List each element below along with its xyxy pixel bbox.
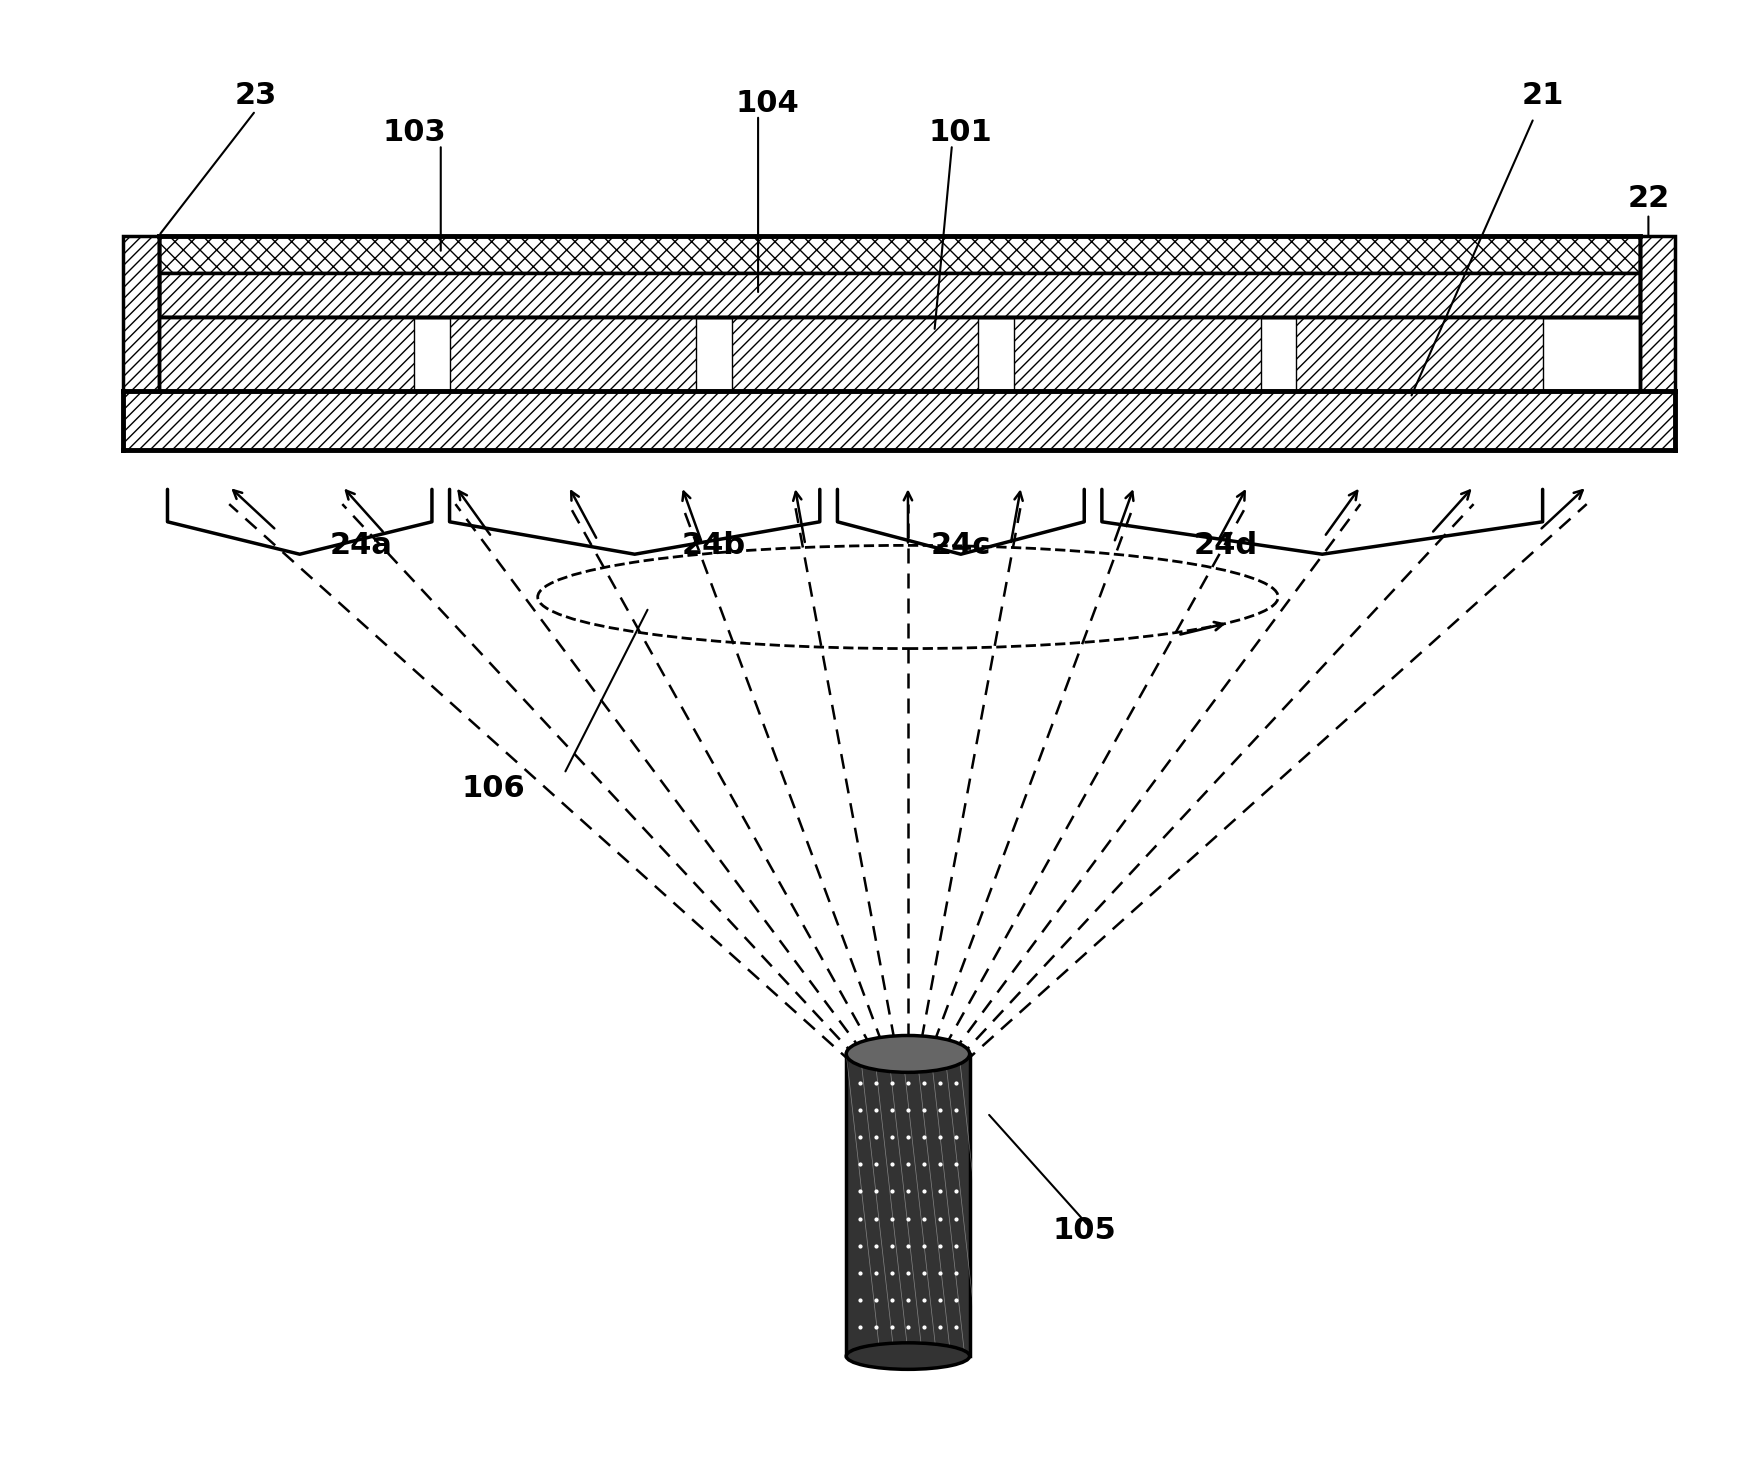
Text: 23: 23 [234, 81, 277, 111]
Polygon shape [846, 1054, 970, 1356]
Text: 103: 103 [383, 118, 446, 147]
Text: 105: 105 [1053, 1216, 1116, 1246]
Text: 24a: 24a [330, 531, 393, 560]
Text: 106: 106 [462, 774, 525, 803]
Polygon shape [1296, 317, 1543, 391]
Polygon shape [450, 317, 696, 391]
Ellipse shape [846, 1035, 970, 1073]
Text: 104: 104 [735, 88, 799, 118]
Polygon shape [159, 236, 1640, 273]
Text: 24d: 24d [1194, 531, 1257, 560]
Polygon shape [123, 391, 1675, 450]
Text: 21: 21 [1521, 81, 1564, 111]
Text: 101: 101 [929, 118, 993, 147]
Text: 24c: 24c [931, 531, 991, 560]
Ellipse shape [846, 1343, 970, 1369]
Polygon shape [1640, 236, 1675, 391]
Polygon shape [1014, 317, 1261, 391]
Polygon shape [159, 317, 414, 391]
Text: 22: 22 [1627, 184, 1670, 214]
Polygon shape [732, 317, 978, 391]
Text: 24b: 24b [682, 531, 746, 560]
Polygon shape [159, 273, 1640, 317]
Polygon shape [123, 236, 159, 391]
